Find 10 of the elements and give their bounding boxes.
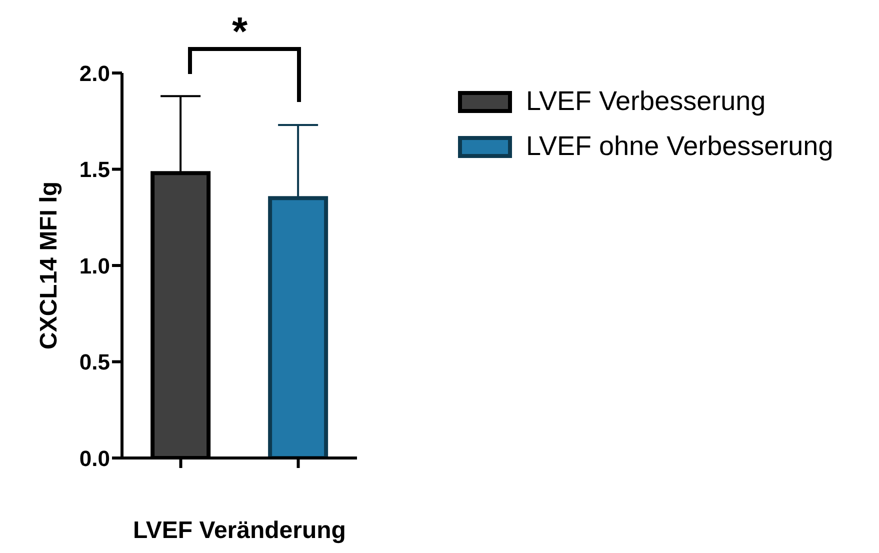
x-axis-title: LVEF Veränderung: [133, 517, 346, 544]
y-tick-label: 1.5: [79, 157, 110, 182]
legend-label: LVEF ohne Verbesserung: [526, 131, 834, 162]
y-tick-label: 0.0: [79, 446, 110, 471]
y-tick-label: 0.5: [79, 350, 110, 375]
y-tick-label: 1.0: [79, 253, 110, 278]
y-tick-label: 2.0: [79, 60, 110, 86]
legend-label: LVEF Verbesserung: [526, 86, 766, 117]
y-axis-title: CXCL14 MFI lg: [36, 181, 63, 350]
text: *: [232, 10, 248, 55]
